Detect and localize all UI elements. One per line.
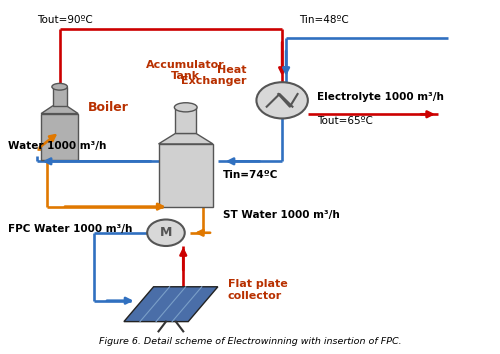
Ellipse shape — [52, 84, 68, 90]
Bar — [52, 87, 66, 106]
Ellipse shape — [174, 103, 197, 112]
Text: Boiler: Boiler — [88, 101, 129, 114]
Text: Accumulator
Tank: Accumulator Tank — [146, 59, 225, 81]
Text: Heat
Exchanger: Heat Exchanger — [181, 65, 246, 86]
Text: Tout=90ºC: Tout=90ºC — [38, 15, 93, 25]
Text: Water 1000 m³/h: Water 1000 m³/h — [8, 141, 106, 151]
Circle shape — [256, 82, 308, 119]
Polygon shape — [158, 133, 213, 144]
Bar — [158, 144, 213, 207]
Text: FPC Water 1000 m³/h: FPC Water 1000 m³/h — [8, 224, 132, 234]
Polygon shape — [124, 287, 218, 321]
Text: ST Water 1000 m³/h: ST Water 1000 m³/h — [223, 210, 340, 220]
Text: Flat plate
collector: Flat plate collector — [228, 279, 288, 301]
Text: Tin=48ºC: Tin=48ºC — [300, 15, 349, 25]
Polygon shape — [41, 106, 78, 114]
Circle shape — [147, 219, 184, 246]
Text: Tout=65ºC: Tout=65ºC — [317, 116, 372, 126]
Text: M: M — [160, 226, 172, 239]
Bar — [176, 107, 196, 133]
Bar — [41, 114, 78, 160]
Text: Tin=74ºC: Tin=74ºC — [223, 170, 278, 180]
Text: Electrolyte 1000 m³/h: Electrolyte 1000 m³/h — [317, 92, 444, 102]
Text: Figure 6. Detail scheme of Electrowinning with insertion of FPC.: Figure 6. Detail scheme of Electrowinnin… — [98, 337, 402, 346]
